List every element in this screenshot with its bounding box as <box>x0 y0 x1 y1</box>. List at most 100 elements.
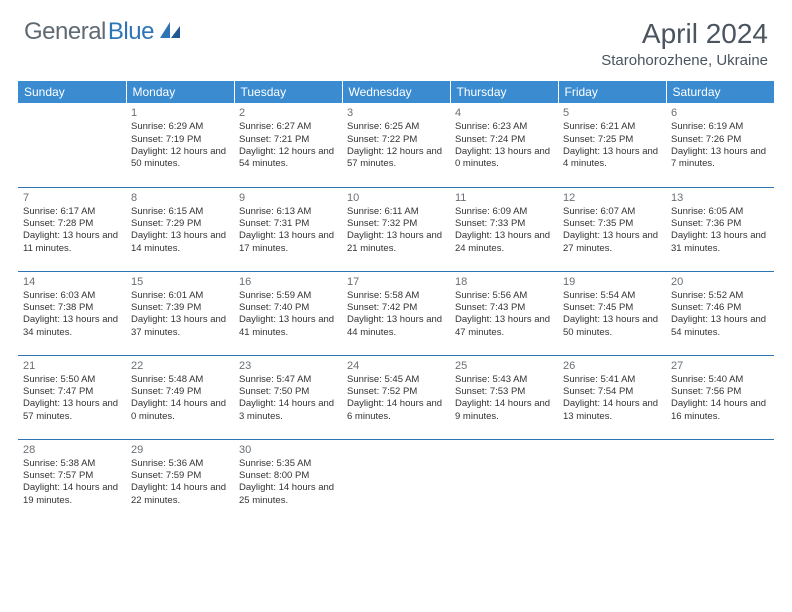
daylight-text: Daylight: 13 hours and 34 minutes. <box>23 314 121 339</box>
sunrise-text: Sunrise: 6:03 AM <box>23 290 121 302</box>
daylight-text: Daylight: 14 hours and 6 minutes. <box>347 398 445 423</box>
sunset-text: Sunset: 7:57 PM <box>23 470 121 482</box>
sunrise-text: Sunrise: 5:40 AM <box>671 374 769 386</box>
sunset-text: Sunset: 7:52 PM <box>347 386 445 398</box>
calendar-cell: 17Sunrise: 5:58 AMSunset: 7:42 PMDayligh… <box>342 271 450 355</box>
day-number: 21 <box>23 359 121 373</box>
sunset-text: Sunset: 7:43 PM <box>455 302 553 314</box>
day-number: 1 <box>131 106 229 120</box>
sunrise-text: Sunrise: 6:17 AM <box>23 206 121 218</box>
sunrise-text: Sunrise: 6:09 AM <box>455 206 553 218</box>
sunset-text: Sunset: 7:29 PM <box>131 218 229 230</box>
calendar-table: Sunday Monday Tuesday Wednesday Thursday… <box>18 81 774 523</box>
day-number: 18 <box>455 275 553 289</box>
day-number: 2 <box>239 106 337 120</box>
calendar-cell <box>666 439 774 523</box>
location: Starohorozhene, Ukraine <box>601 52 768 69</box>
daylight-text: Daylight: 12 hours and 54 minutes. <box>239 146 337 171</box>
calendar-cell <box>18 103 126 187</box>
logo: GeneralBlue <box>24 18 182 46</box>
calendar-cell: 9Sunrise: 6:13 AMSunset: 7:31 PMDaylight… <box>234 187 342 271</box>
calendar-week: 21Sunrise: 5:50 AMSunset: 7:47 PMDayligh… <box>18 355 774 439</box>
sunrise-text: Sunrise: 5:41 AM <box>563 374 661 386</box>
daylight-text: Daylight: 13 hours and 31 minutes. <box>671 230 769 255</box>
calendar-cell: 5Sunrise: 6:21 AMSunset: 7:25 PMDaylight… <box>558 103 666 187</box>
daylight-text: Daylight: 13 hours and 37 minutes. <box>131 314 229 339</box>
daylight-text: Daylight: 13 hours and 54 minutes. <box>671 314 769 339</box>
daylight-text: Daylight: 13 hours and 57 minutes. <box>23 398 121 423</box>
calendar-cell: 8Sunrise: 6:15 AMSunset: 7:29 PMDaylight… <box>126 187 234 271</box>
sunrise-text: Sunrise: 6:13 AM <box>239 206 337 218</box>
day-number: 20 <box>671 275 769 289</box>
calendar-cell: 22Sunrise: 5:48 AMSunset: 7:49 PMDayligh… <box>126 355 234 439</box>
calendar-cell: 19Sunrise: 5:54 AMSunset: 7:45 PMDayligh… <box>558 271 666 355</box>
sunset-text: Sunset: 7:33 PM <box>455 218 553 230</box>
sunrise-text: Sunrise: 5:54 AM <box>563 290 661 302</box>
calendar-cell: 25Sunrise: 5:43 AMSunset: 7:53 PMDayligh… <box>450 355 558 439</box>
calendar-cell: 6Sunrise: 6:19 AMSunset: 7:26 PMDaylight… <box>666 103 774 187</box>
sunset-text: Sunset: 7:21 PM <box>239 134 337 146</box>
daylight-text: Daylight: 13 hours and 44 minutes. <box>347 314 445 339</box>
calendar-week: 7Sunrise: 6:17 AMSunset: 7:28 PMDaylight… <box>18 187 774 271</box>
sunset-text: Sunset: 7:25 PM <box>563 134 661 146</box>
day-number: 6 <box>671 106 769 120</box>
sunrise-text: Sunrise: 6:11 AM <box>347 206 445 218</box>
month-title: April 2024 <box>601 18 768 50</box>
calendar-cell: 28Sunrise: 5:38 AMSunset: 7:57 PMDayligh… <box>18 439 126 523</box>
daylight-text: Daylight: 13 hours and 7 minutes. <box>671 146 769 171</box>
day-number: 12 <box>563 191 661 205</box>
sunrise-text: Sunrise: 5:47 AM <box>239 374 337 386</box>
calendar-cell: 24Sunrise: 5:45 AMSunset: 7:52 PMDayligh… <box>342 355 450 439</box>
day-number: 28 <box>23 443 121 457</box>
sunrise-text: Sunrise: 6:07 AM <box>563 206 661 218</box>
day-number: 7 <box>23 191 121 205</box>
daylight-text: Daylight: 13 hours and 41 minutes. <box>239 314 337 339</box>
calendar-cell: 21Sunrise: 5:50 AMSunset: 7:47 PMDayligh… <box>18 355 126 439</box>
weekday-row: Sunday Monday Tuesday Wednesday Thursday… <box>18 81 774 103</box>
daylight-text: Daylight: 14 hours and 22 minutes. <box>131 482 229 507</box>
sunset-text: Sunset: 7:42 PM <box>347 302 445 314</box>
calendar-cell: 10Sunrise: 6:11 AMSunset: 7:32 PMDayligh… <box>342 187 450 271</box>
calendar-cell: 13Sunrise: 6:05 AMSunset: 7:36 PMDayligh… <box>666 187 774 271</box>
sunset-text: Sunset: 7:31 PM <box>239 218 337 230</box>
sunset-text: Sunset: 7:49 PM <box>131 386 229 398</box>
daylight-text: Daylight: 13 hours and 24 minutes. <box>455 230 553 255</box>
day-number: 15 <box>131 275 229 289</box>
sunrise-text: Sunrise: 6:29 AM <box>131 121 229 133</box>
sunset-text: Sunset: 7:32 PM <box>347 218 445 230</box>
sunrise-text: Sunrise: 5:43 AM <box>455 374 553 386</box>
calendar-cell <box>450 439 558 523</box>
calendar-cell: 3Sunrise: 6:25 AMSunset: 7:22 PMDaylight… <box>342 103 450 187</box>
day-number: 22 <box>131 359 229 373</box>
sunset-text: Sunset: 7:36 PM <box>671 218 769 230</box>
calendar-cell: 18Sunrise: 5:56 AMSunset: 7:43 PMDayligh… <box>450 271 558 355</box>
sunrise-text: Sunrise: 5:38 AM <box>23 458 121 470</box>
daylight-text: Daylight: 14 hours and 3 minutes. <box>239 398 337 423</box>
sunrise-text: Sunrise: 5:50 AM <box>23 374 121 386</box>
day-number: 4 <box>455 106 553 120</box>
day-number: 24 <box>347 359 445 373</box>
sunrise-text: Sunrise: 5:56 AM <box>455 290 553 302</box>
sunrise-text: Sunrise: 5:35 AM <box>239 458 337 470</box>
sunset-text: Sunset: 7:50 PM <box>239 386 337 398</box>
calendar-week: 14Sunrise: 6:03 AMSunset: 7:38 PMDayligh… <box>18 271 774 355</box>
sunrise-text: Sunrise: 6:21 AM <box>563 121 661 133</box>
sunset-text: Sunset: 7:53 PM <box>455 386 553 398</box>
calendar-cell: 11Sunrise: 6:09 AMSunset: 7:33 PMDayligh… <box>450 187 558 271</box>
sunset-text: Sunset: 7:24 PM <box>455 134 553 146</box>
day-number: 23 <box>239 359 337 373</box>
sunrise-text: Sunrise: 6:23 AM <box>455 121 553 133</box>
sunset-text: Sunset: 7:46 PM <box>671 302 769 314</box>
sunset-text: Sunset: 7:56 PM <box>671 386 769 398</box>
daylight-text: Daylight: 14 hours and 19 minutes. <box>23 482 121 507</box>
header: GeneralBlue April 2024 Starohorozhene, U… <box>0 0 792 75</box>
sunset-text: Sunset: 7:45 PM <box>563 302 661 314</box>
day-number: 3 <box>347 106 445 120</box>
calendar-week: 1Sunrise: 6:29 AMSunset: 7:19 PMDaylight… <box>18 103 774 187</box>
calendar-cell: 4Sunrise: 6:23 AMSunset: 7:24 PMDaylight… <box>450 103 558 187</box>
daylight-text: Daylight: 13 hours and 50 minutes. <box>563 314 661 339</box>
sunset-text: Sunset: 7:35 PM <box>563 218 661 230</box>
weekday-header: Thursday <box>450 81 558 103</box>
calendar-cell: 14Sunrise: 6:03 AMSunset: 7:38 PMDayligh… <box>18 271 126 355</box>
sunrise-text: Sunrise: 6:19 AM <box>671 121 769 133</box>
